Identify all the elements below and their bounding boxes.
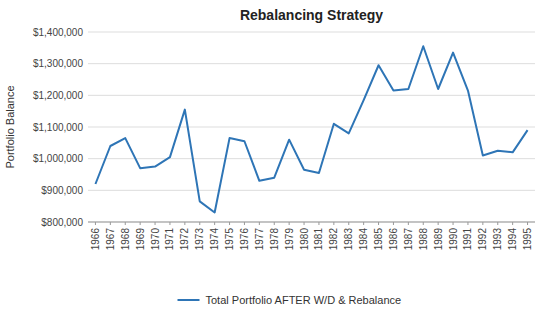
x-tick-label: 1980 (299, 228, 310, 251)
line (95, 46, 527, 212)
x-tick (155, 222, 156, 225)
plot-area (95, 46, 527, 212)
x-tick-label: 1977 (254, 228, 265, 251)
x-tick-label: 1971 (164, 228, 175, 251)
grid-line (88, 32, 535, 33)
x-tick (169, 222, 170, 225)
legend-swatch (178, 299, 200, 301)
x-tick (259, 222, 260, 225)
x-tick-label: 1976 (239, 228, 250, 251)
x-tick-label: 1968 (120, 228, 131, 251)
x-tick (512, 222, 513, 225)
x-tick (497, 222, 498, 225)
x-tick-label: 1970 (150, 228, 161, 251)
legend-label: Total Portfolio AFTER W/D & Rebalance (206, 294, 402, 306)
x-tick (453, 222, 454, 225)
x-tick-label: 1967 (105, 228, 116, 251)
chart: Rebalancing Strategy Portfolio Balance $80… (0, 0, 550, 330)
y-tick-label: $1,100,000 (33, 122, 83, 133)
x-tick-label: 1995 (522, 228, 533, 251)
grid-line (88, 190, 535, 191)
x-tick-label: 1983 (343, 228, 354, 251)
x-tick-label: 1982 (328, 228, 339, 251)
x-tick-label: 1969 (135, 228, 146, 251)
x-tick-label: 1979 (284, 228, 295, 251)
x-tick-label: 1987 (403, 228, 414, 251)
x-tick-label: 1984 (358, 228, 369, 251)
x-tick-label: 1988 (418, 228, 429, 251)
x-tick-label: 1994 (507, 228, 518, 251)
y-axis-label: Portfolio Balance (4, 85, 16, 168)
x-tick-label: 1986 (388, 228, 399, 251)
x-tick-label: 1989 (433, 228, 444, 251)
x-tick (393, 222, 394, 225)
y-tick-label: $900,000 (41, 185, 83, 196)
x-tick-label: 1990 (448, 228, 459, 251)
x-tick (333, 222, 334, 225)
x-tick (184, 222, 185, 225)
x-tick (229, 222, 230, 225)
y-tick-label: $800,000 (41, 217, 83, 228)
x-tick (244, 222, 245, 225)
x-tick-label: 1974 (209, 228, 220, 251)
x-tick (304, 222, 305, 225)
y-tick-label: $1,000,000 (33, 153, 83, 164)
x-tick (199, 222, 200, 225)
x-tick-label: 1991 (462, 228, 473, 251)
x-tick (95, 222, 96, 225)
x-tick (423, 222, 424, 225)
x-tick (214, 222, 215, 225)
title: Rebalancing Strategy (240, 7, 383, 23)
x-tick-label: 1975 (224, 228, 235, 251)
x-tick-label: 1966 (90, 228, 101, 251)
grid-line (88, 63, 535, 64)
x-tick (110, 222, 111, 225)
y-tick-label: $1,200,000 (33, 90, 83, 101)
x-tick-label: 1985 (373, 228, 384, 251)
x-tick (378, 222, 379, 225)
x-tick-label: 1993 (492, 228, 503, 251)
x-tick (348, 222, 349, 225)
x-tick-label: 1992 (477, 228, 488, 251)
x-tick-label: 1981 (313, 228, 324, 251)
legend: Total Portfolio AFTER W/D & Rebalance (178, 294, 402, 306)
x-tick (125, 222, 126, 225)
x-tick (482, 222, 483, 225)
x-tick (408, 222, 409, 225)
x-tick (438, 222, 439, 225)
x-tick-label: 1978 (269, 228, 280, 251)
x-tick (318, 222, 319, 225)
x-tick-label: 1972 (179, 228, 190, 251)
x-tick (274, 222, 275, 225)
grid-line (88, 158, 535, 159)
x-tick (363, 222, 364, 225)
y-tick-label: $1,300,000 (33, 58, 83, 69)
grid-line (88, 127, 535, 128)
y-tick-label: $1,400,000 (33, 27, 83, 38)
x-tick (289, 222, 290, 225)
x-tick (140, 222, 141, 225)
x-tick (527, 222, 528, 225)
x-tick (467, 222, 468, 225)
x-tick-label: 1973 (194, 228, 205, 251)
